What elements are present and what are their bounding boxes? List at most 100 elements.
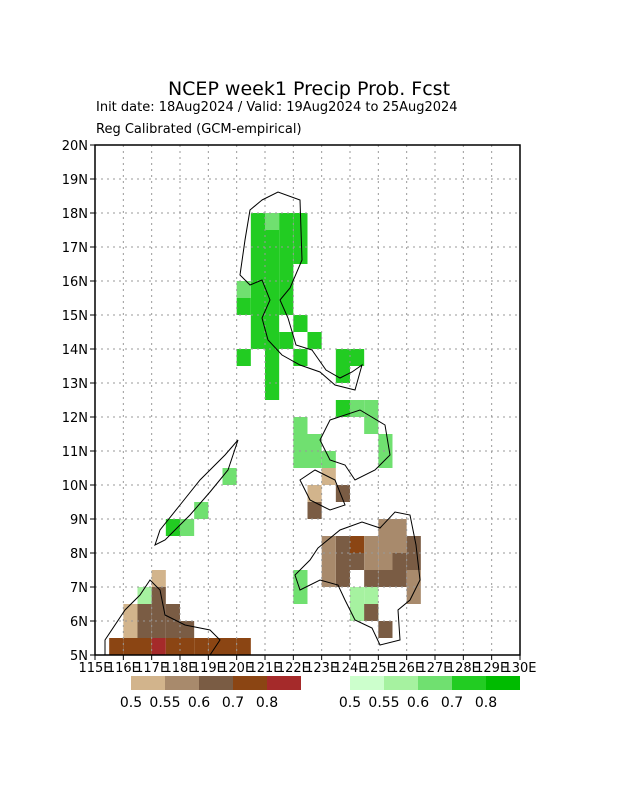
grid-cell xyxy=(222,638,237,655)
grid-cell xyxy=(194,638,209,655)
legend-swatch xyxy=(452,676,486,690)
y-tick-label: 6N xyxy=(70,615,88,630)
legend-swatch xyxy=(486,676,520,690)
grid-cell xyxy=(123,638,138,655)
legend-swatch xyxy=(418,676,452,690)
y-tick-label: 11N xyxy=(62,445,88,460)
y-tick-label: 20N xyxy=(62,139,88,154)
grid-cell xyxy=(180,519,195,536)
grid-cell xyxy=(335,485,350,502)
y-tick-label: 9N xyxy=(70,513,88,528)
grid-cell xyxy=(321,451,336,468)
grid-cell xyxy=(265,247,280,264)
legend-label: 0.5 xyxy=(339,695,361,711)
x-tick-label: 129E xyxy=(475,661,508,676)
grid-cell xyxy=(378,536,393,553)
grid-cell xyxy=(307,451,322,468)
grid-cell xyxy=(364,587,379,604)
legend-label: 0.6 xyxy=(188,695,210,711)
grid-cell xyxy=(265,366,280,383)
grid-cell xyxy=(279,332,294,349)
grid-cell xyxy=(392,570,407,587)
grid-cell xyxy=(307,485,322,502)
cells xyxy=(109,213,421,655)
grid-cell xyxy=(236,638,251,655)
grid-cell xyxy=(250,298,265,315)
grid-cell xyxy=(307,332,322,349)
grid-cell xyxy=(250,315,265,332)
grid-cell xyxy=(236,298,251,315)
x-tick-label: 119E xyxy=(192,661,225,676)
grid-cell xyxy=(293,349,308,366)
grid-cell xyxy=(151,587,166,604)
legend-swatch xyxy=(165,676,199,690)
legend: 0.5 0.55 0.6 0.7 0.8 0.5 0.55 0.6 0.7 0.8 xyxy=(120,676,520,711)
grid-cell xyxy=(137,587,152,604)
y-tick-label: 17N xyxy=(62,241,88,256)
x-tick-label: 117E xyxy=(135,661,168,676)
x-tick-label: 116E xyxy=(107,661,140,676)
y-tick-label: 19N xyxy=(62,173,88,188)
grid-cell xyxy=(293,587,308,604)
legend-label: 0.55 xyxy=(368,695,399,711)
grid-cell xyxy=(392,519,407,536)
grid-cell xyxy=(279,213,294,230)
x-tick-label: 130E xyxy=(503,661,536,676)
grid-cell xyxy=(250,281,265,298)
y-tick-label: 16N xyxy=(62,275,88,290)
x-tick-label: 126E xyxy=(390,661,423,676)
legend-label: 0.8 xyxy=(475,695,497,711)
grid-cell xyxy=(279,298,294,315)
coastline xyxy=(104,191,421,656)
x-tick-label: 118E xyxy=(163,661,196,676)
grid-cell xyxy=(364,417,379,434)
legend-label: 0.6 xyxy=(407,695,429,711)
grid-cell xyxy=(293,451,308,468)
chart-title: NCEP week1 Precip Prob. Fcst xyxy=(168,78,450,100)
x-tick-label: 128E xyxy=(447,661,480,676)
grid-cell xyxy=(378,621,393,638)
grid-cell xyxy=(364,400,379,417)
legend-label: 0.7 xyxy=(441,695,463,711)
grid-cell xyxy=(350,604,365,621)
x-tick-label: 121E xyxy=(248,661,281,676)
grid-cell xyxy=(293,247,308,264)
grid-cell xyxy=(321,553,336,570)
y-tick-label: 13N xyxy=(62,377,88,392)
x-tick-label: 120E xyxy=(220,661,253,676)
grid-cell xyxy=(350,536,365,553)
grid-cell xyxy=(236,349,251,366)
grid-cell xyxy=(350,349,365,366)
legend-swatch xyxy=(131,676,165,690)
grid-cell xyxy=(222,468,237,485)
grid-cell xyxy=(378,553,393,570)
grid-cell xyxy=(350,553,365,570)
y-tick-label: 7N xyxy=(70,581,88,596)
legend-swatch xyxy=(233,676,267,690)
grid-cell xyxy=(250,247,265,264)
grid-cell xyxy=(364,570,379,587)
legend-label: 0.55 xyxy=(149,695,180,711)
y-tick-label: 18N xyxy=(62,207,88,222)
grid-cell xyxy=(335,570,350,587)
grid-cell xyxy=(151,621,166,638)
grid-cell xyxy=(321,536,336,553)
y-tick-label: 15N xyxy=(62,309,88,324)
grid-cell xyxy=(293,434,308,451)
grid-cell xyxy=(109,638,124,655)
mindanao xyxy=(294,511,421,646)
y-tick-label: 14N xyxy=(62,343,88,358)
grid-cell xyxy=(250,332,265,349)
grid-cell xyxy=(165,621,180,638)
grid-cell xyxy=(364,536,379,553)
grid-cell xyxy=(265,349,280,366)
note: Reg Calibrated (GCM-empirical) xyxy=(96,122,302,137)
grid-cell xyxy=(151,604,166,621)
grid-cell xyxy=(265,281,280,298)
grid-cell xyxy=(123,621,138,638)
grid-cell xyxy=(378,570,393,587)
grid-cell xyxy=(406,570,421,587)
grid-cell xyxy=(123,604,138,621)
grid-cell xyxy=(279,264,294,281)
